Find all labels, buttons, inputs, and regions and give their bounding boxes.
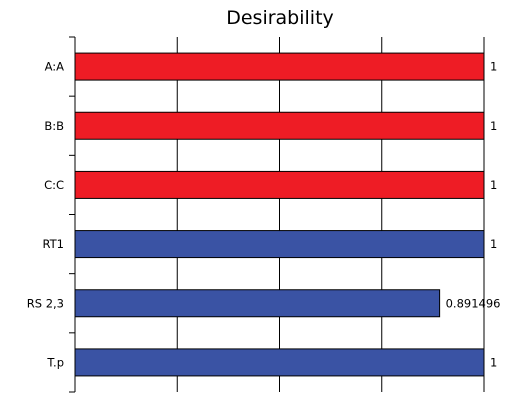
bar-2 — [74, 111, 485, 140]
category-labels: A:A B:B C:C RT1 RS 2,3 T.p — [27, 60, 64, 370]
bar-4 — [74, 230, 485, 259]
value-label-5: 0.891496 — [446, 296, 501, 310]
bars — [74, 52, 485, 377]
value-label-4: 1 — [490, 237, 497, 251]
bar-1 — [74, 52, 485, 81]
y-axis — [69, 36, 76, 393]
bar-6 — [74, 348, 485, 377]
value-label-2: 1 — [490, 119, 497, 133]
value-label-1: 1 — [490, 60, 497, 74]
bar-3 — [74, 170, 485, 199]
category-label-2: B:B — [44, 119, 64, 133]
category-label-1: A:A — [45, 60, 65, 74]
value-labels: 1 1 1 1 0.891496 1 — [446, 60, 501, 370]
category-label-6: T.p — [46, 355, 64, 369]
value-label-6: 1 — [490, 355, 497, 369]
category-label-5: RS 2,3 — [27, 296, 64, 310]
category-label-4: RT1 — [43, 237, 65, 251]
category-label-3: C:C — [44, 178, 64, 192]
value-label-3: 1 — [490, 178, 497, 192]
chart-title: Desirability — [226, 7, 334, 29]
bar-5 — [74, 289, 441, 318]
grid-lines — [176, 37, 485, 392]
